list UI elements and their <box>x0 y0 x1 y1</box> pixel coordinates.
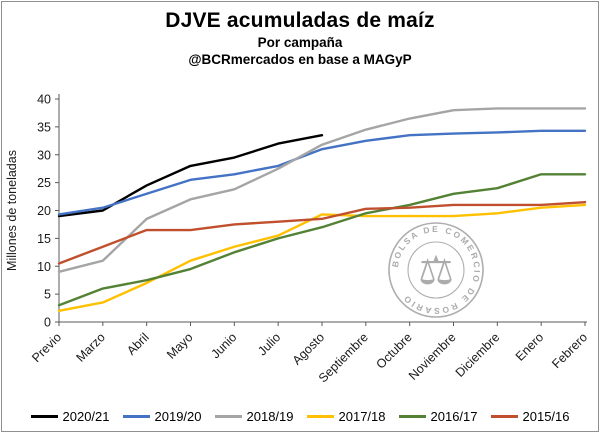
chart-subtitle: Por campaña <box>257 35 343 50</box>
legend-item-2016-17: 2016/17 <box>398 409 478 424</box>
series-line-2020-21 <box>57 134 324 218</box>
legend-line-sample <box>214 415 242 418</box>
legend-line-sample <box>122 415 150 418</box>
legend-label: 2016/17 <box>430 409 478 424</box>
legend-item-2017-18: 2017/18 <box>306 409 386 424</box>
watermark-inner-circle <box>407 241 465 299</box>
legend-item-2015-16: 2015/16 <box>490 409 570 424</box>
x-tick-label: Marzo <box>73 330 107 364</box>
x-tick-label: Mayo <box>164 330 196 362</box>
legend-item-2019-20: 2019/20 <box>122 409 202 424</box>
chart-header: DJVE acumuladas de maíz Por campaña @BCR… <box>2 2 598 67</box>
y-tick-label: 40 <box>37 93 51 107</box>
y-axis-title: Millones de toneladas <box>5 150 19 271</box>
legend-label: 2015/16 <box>522 409 570 424</box>
chart-source: @BCRmercados en base a MAGyP <box>188 52 412 67</box>
legend-item-2020-21: 2020/21 <box>30 409 110 424</box>
legend-label: 2020/21 <box>62 409 110 424</box>
x-tick-label: Febrero <box>549 330 590 371</box>
legend-line-sample <box>490 415 518 418</box>
legend-label: 2017/18 <box>338 409 386 424</box>
series-line-2018-19 <box>57 107 587 274</box>
y-tick-label: 30 <box>37 148 51 162</box>
chart-title: DJVE acumuladas de maíz <box>165 9 435 32</box>
y-tick-label: 5 <box>44 288 51 302</box>
bcr-watermark: BOLSA DE COMERCIO DE ROSARIO ⚖ <box>388 222 484 318</box>
x-tick-label: Diciembre <box>453 330 503 380</box>
watermark-outer-circle <box>388 222 484 318</box>
scales-icon: ⚖ <box>418 249 454 293</box>
x-tick-label: Abril <box>124 330 152 358</box>
y-tick-label: 15 <box>37 232 51 246</box>
legend-label: 2019/20 <box>154 409 202 424</box>
x-tick-label: Noviembre <box>406 330 459 383</box>
x-tick-label: Agosto <box>290 330 327 367</box>
line-chart: BOLSA DE COMERCIO DE ROSARIO ⚖ 0 5 10 15 20 2… <box>5 93 590 386</box>
legend-line-sample <box>398 415 426 418</box>
y-tick-label: 0 <box>44 316 51 330</box>
series-line-2016-17 <box>57 173 587 307</box>
y-tick-label: 25 <box>37 176 51 190</box>
y-tick-label: 35 <box>37 120 51 134</box>
x-tick-label: Julio <box>255 330 283 358</box>
chart-legend: 2020/21 2019/20 2018/19 2017/18 2016/17 2015/… <box>2 409 598 424</box>
legend-line-sample <box>306 415 334 418</box>
x-tick-label: Octubre <box>373 330 414 371</box>
series-line-2015-16 <box>57 200 587 265</box>
legend-item-2018-19: 2018/19 <box>214 409 294 424</box>
y-tick-label: 20 <box>37 204 51 218</box>
y-tick-label: 10 <box>37 260 51 274</box>
x-tick-label: Previo <box>29 330 64 365</box>
series-line-2017-18 <box>57 203 587 313</box>
legend-line-sample <box>30 415 58 418</box>
x-tick-label: Junio <box>208 330 239 361</box>
x-tick-label: Enero <box>513 330 547 364</box>
legend-label: 2018/19 <box>246 409 294 424</box>
series-line-2019-20 <box>57 129 587 216</box>
